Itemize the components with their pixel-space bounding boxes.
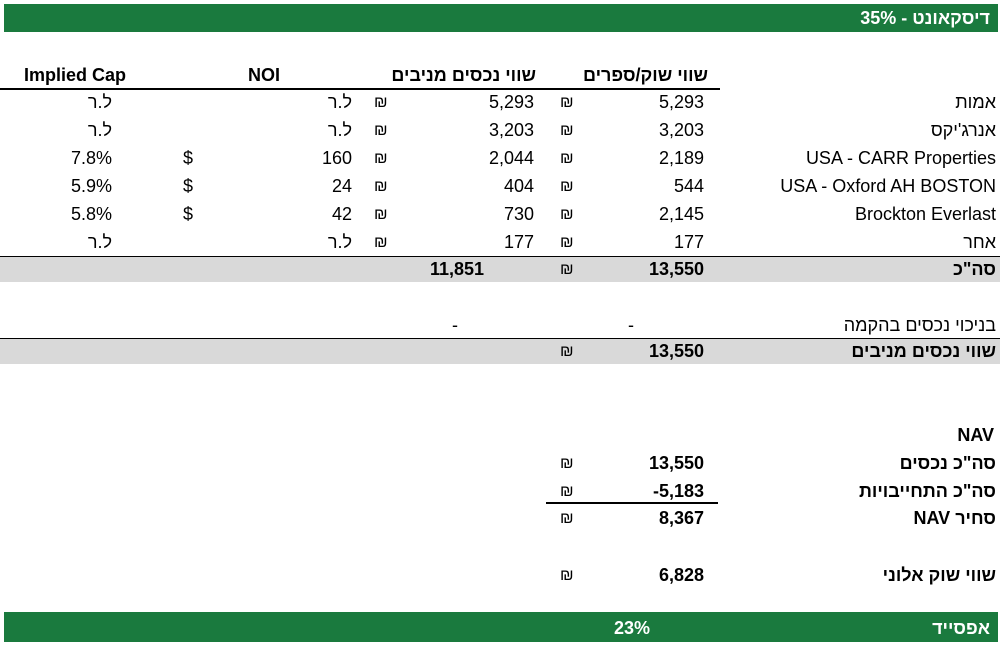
row-rental-currency: ₪ xyxy=(374,150,388,167)
total-assets-value: 13,550 xyxy=(648,453,704,473)
discount-label: דיסקאונט - 35% xyxy=(860,8,990,28)
rental-props-label: שווי נכסים מניבים xyxy=(851,341,996,361)
rental-props-row-top-line xyxy=(0,338,1000,339)
row-rental-value: 3,203 xyxy=(488,120,534,140)
discount-banner: דיסקאונט - 35% xyxy=(4,4,998,32)
nav-label: NAV סחיר xyxy=(913,508,996,528)
total-assets-label: סה"כ נכסים xyxy=(899,453,996,473)
row-implied-cap: ל.ר xyxy=(87,92,112,112)
liabilities-currency: ₪ xyxy=(560,483,574,500)
total-row-top-line xyxy=(0,256,1000,257)
row-noi: ל.ר xyxy=(327,232,352,252)
market-cap-label: שווי שוק אלוני xyxy=(882,565,996,585)
row-market-currency: ₪ xyxy=(560,150,574,167)
row-name: USA - CARR Properties xyxy=(805,148,996,168)
row-market-value: 3,203 xyxy=(658,120,704,140)
nav-title: NAV xyxy=(957,425,994,445)
nav-sum-line xyxy=(546,502,718,504)
row-noi: 24 xyxy=(331,176,352,196)
row-implied-cap: 5.8% xyxy=(70,204,112,224)
upside-label: אפסייד xyxy=(932,618,990,638)
liabilities-label: סה"כ התחייבויות xyxy=(859,481,996,501)
total-rental-value: 11,851 xyxy=(429,259,484,279)
row-noi: 160 xyxy=(321,148,352,168)
total-market-currency: ₪ xyxy=(560,261,574,278)
row-rental-currency: ₪ xyxy=(374,122,388,139)
total-assets-currency: ₪ xyxy=(560,455,574,472)
construction-label: בניכוי נכסים בהקמה xyxy=(843,315,996,335)
row-implied-cap: ל.ר xyxy=(87,120,112,140)
row-rental-currency: ₪ xyxy=(374,206,388,223)
total-row-shade xyxy=(0,256,1000,282)
row-rental-currency: ₪ xyxy=(374,94,388,111)
row-market-value: 177 xyxy=(673,232,704,252)
row-rental-value: 730 xyxy=(503,204,534,224)
row-noi: 42 xyxy=(331,204,352,224)
row-dollar: $ xyxy=(183,148,194,168)
row-noi: ל.ר xyxy=(327,120,352,140)
header-market-value: שווי שוק/ספרים xyxy=(582,65,708,85)
row-name: USA - Oxford AH BOSTON xyxy=(780,176,996,196)
row-market-value: 2,145 xyxy=(658,204,704,224)
row-rental-currency: ₪ xyxy=(374,178,388,195)
row-market-currency: ₪ xyxy=(560,206,574,223)
row-dollar: $ xyxy=(183,204,194,224)
upside-banner: אפסייד 23% xyxy=(4,612,998,642)
row-name: אנרג'יקס xyxy=(930,120,996,140)
header-rental-value: שווי נכסים מניבים xyxy=(391,65,536,85)
header-underline xyxy=(0,88,720,90)
construction-market-value: - xyxy=(628,315,634,335)
upside-value: 23% xyxy=(614,618,651,638)
row-noi: ל.ר xyxy=(327,92,352,112)
row-implied-cap: ל.ר xyxy=(87,232,112,252)
rental-props-currency: ₪ xyxy=(560,343,574,360)
row-market-currency: ₪ xyxy=(560,94,574,111)
rental-props-value: 13,550 xyxy=(648,341,704,361)
row-rental-value: 2,044 xyxy=(488,148,534,168)
row-market-value: 544 xyxy=(673,176,704,196)
row-rental-value: 404 xyxy=(503,176,534,196)
row-name: אמות xyxy=(955,92,996,112)
row-market-value: 2,189 xyxy=(658,148,704,168)
market-cap-currency: ₪ xyxy=(560,567,574,584)
row-rental-value: 5,293 xyxy=(488,92,534,112)
nav-value: 8,367 xyxy=(658,508,704,528)
row-implied-cap: 5.9% xyxy=(70,176,112,196)
row-rental-currency: ₪ xyxy=(374,234,388,251)
header-implied-cap: Implied Cap xyxy=(24,65,127,85)
market-cap-value: 6,828 xyxy=(658,565,704,585)
row-market-currency: ₪ xyxy=(560,178,574,195)
row-name: אחר xyxy=(963,232,996,252)
row-market-currency: ₪ xyxy=(560,234,574,251)
header-noi: NOI xyxy=(248,65,281,85)
row-implied-cap: 7.8% xyxy=(70,148,112,168)
row-market-currency: ₪ xyxy=(560,122,574,139)
construction-rental-value: - xyxy=(452,315,458,335)
rental-props-row-shade xyxy=(0,338,1000,364)
row-dollar: $ xyxy=(183,176,194,196)
liabilities-value: -5,183 xyxy=(652,481,704,501)
total-label: סה"כ xyxy=(952,259,996,279)
row-market-value: 5,293 xyxy=(658,92,704,112)
nav-currency: ₪ xyxy=(560,510,574,527)
row-name: Brockton Everlast xyxy=(854,204,996,224)
row-rental-value: 177 xyxy=(503,232,534,252)
total-market-value: 13,550 xyxy=(648,259,704,279)
